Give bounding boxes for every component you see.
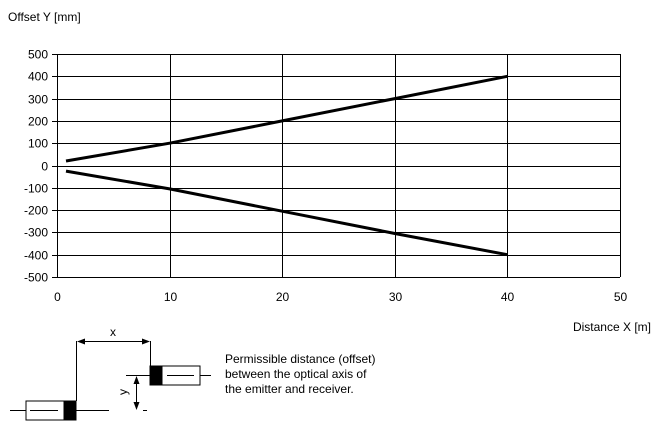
x-tick-labels: 0 10 20 30 40 50 — [54, 290, 627, 304]
series — [65, 74, 508, 257]
y-tick-label: 300 — [28, 93, 48, 107]
caption-line-2: between the optical axis of — [225, 367, 367, 381]
offset-diagram — [10, 338, 211, 421]
series-line-1 — [65, 74, 508, 163]
caption-line-1: Permissible distance (offset) — [225, 352, 376, 366]
y-axis-label: Offset Y [mm] — [8, 10, 81, 24]
y-tick-label: -300 — [24, 226, 48, 240]
y-tick-label: 0 — [41, 160, 48, 174]
grid — [52, 54, 621, 278]
y-tick-label: -100 — [24, 182, 48, 196]
x-tick-label: 10 — [164, 290, 178, 304]
x-tick-label: 40 — [501, 290, 515, 304]
x-axis-label: Distance X [m] — [573, 320, 651, 334]
y-tick-label: 100 — [28, 137, 48, 151]
series-line-2 — [65, 169, 508, 257]
y-tick-label: 200 — [28, 115, 48, 129]
x-tick-label: 30 — [389, 290, 403, 304]
y-tick-label: -400 — [24, 249, 48, 263]
caption-line-3: the emitter and receiver. — [225, 382, 354, 396]
x-dimension-label: x — [110, 325, 116, 339]
emitter-device — [10, 400, 109, 421]
x-tick-label: 20 — [276, 290, 290, 304]
y-dimension-label: y — [116, 389, 130, 395]
y-tick-label: -200 — [24, 204, 48, 218]
receiver-device — [126, 365, 211, 386]
y-tick-label: -500 — [24, 271, 48, 285]
y-tick-labels: 500 400 300 200 100 0 -100 -200 -300 -400 -500 — [24, 48, 48, 285]
y-tick-label: 400 — [28, 70, 48, 84]
y-tick-label: 500 — [28, 48, 48, 62]
x-tick-label: 0 — [54, 290, 61, 304]
x-tick-label: 50 — [614, 290, 628, 304]
